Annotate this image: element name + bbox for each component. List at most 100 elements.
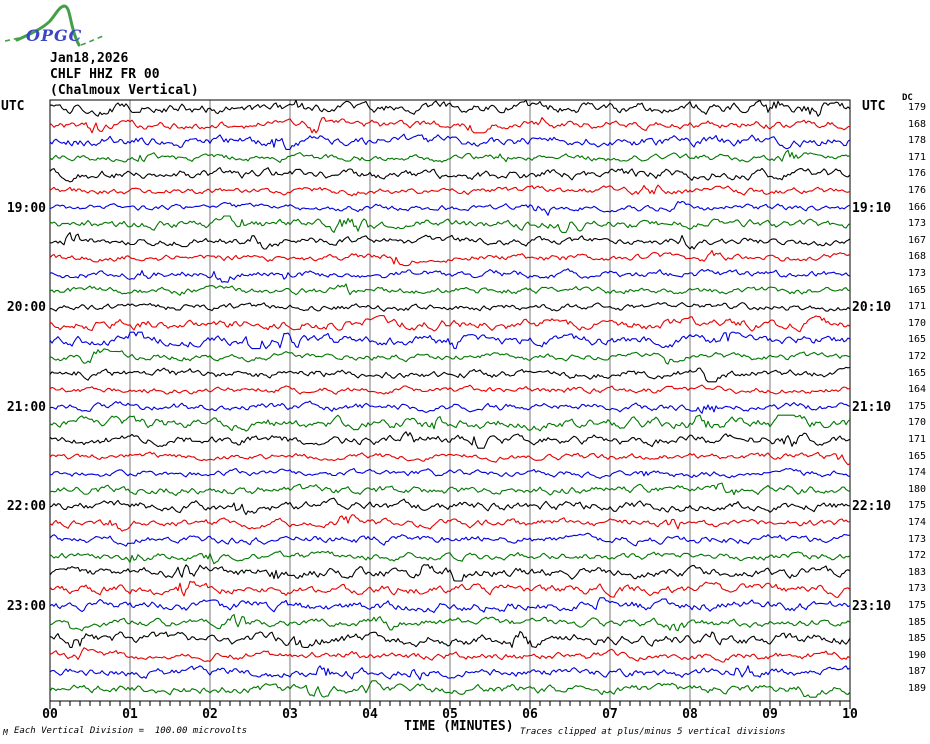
seismic-trace-1820 (49, 133, 851, 150)
dc-value: 168 (907, 118, 926, 130)
left-time-label: 21:00 (6, 399, 46, 415)
dc-value: 189 (907, 683, 926, 694)
seismic-trace-1950 (49, 283, 851, 296)
clip-note: Traces clipped at plus/minus 5 vertical … (520, 727, 786, 737)
seismic-trace-1930 (49, 249, 851, 267)
logo-curve-peak (15, 4, 81, 47)
dc-value: 172 (907, 351, 926, 362)
dc-value: 165 (907, 334, 926, 346)
dc-value: 174 (907, 467, 926, 479)
scale-note: Each Vertical Division = 100.00 microvol… (14, 726, 247, 736)
corner-mark: M (3, 728, 8, 737)
dc-value: 173 (907, 583, 926, 595)
seismic-trace-2020 (49, 331, 851, 350)
seismic-trace-1850 (49, 184, 851, 197)
seismic-trace-2030 (49, 348, 851, 365)
header-date: Jan18,2026 (50, 51, 129, 66)
seismic-trace-2320 (49, 630, 851, 648)
dc-value: 172 (907, 550, 926, 562)
x-tick-label: 08 (682, 707, 698, 722)
seismic-trace-2000 (49, 302, 851, 312)
seismic-trace-2120 (49, 431, 851, 449)
dc-value: 175 (907, 500, 926, 512)
utc-header-right: UTC (862, 99, 886, 114)
dc-value: 190 (907, 649, 926, 661)
seismic-trace-2100 (49, 400, 851, 414)
x-tick-label: 03 (282, 707, 298, 722)
dc-value: 170 (907, 317, 926, 329)
dc-value: 174 (907, 517, 926, 528)
utc-header-left: UTC (1, 99, 25, 114)
x-tick-label: 00 (42, 707, 58, 722)
dc-value: 171 (907, 301, 926, 313)
seismic-trace-2250 (49, 580, 851, 598)
header-station-code: CHLF HHZ FR 00 (50, 67, 160, 82)
seismic-trace-2050 (49, 384, 851, 395)
seismic-trace-2340 (49, 665, 851, 681)
x-axis-title: TIME (MINUTES) (404, 719, 514, 734)
dc-value: 175 (907, 400, 926, 412)
seismic-trace-1800 (49, 99, 851, 117)
dc-value: 173 (907, 218, 926, 230)
dc-value: 164 (907, 384, 926, 396)
dc-value: 179 (907, 102, 926, 113)
left-time-label: 23:00 (6, 599, 46, 614)
dc-value: 185 (907, 616, 926, 628)
seismic-trace-2330 (49, 647, 851, 663)
right-time-label: 23:10 (852, 599, 892, 614)
left-time-label: 19:00 (6, 200, 46, 216)
dc-value: 183 (907, 566, 926, 578)
dc-value: 178 (907, 135, 926, 147)
opgc-logo (4, 4, 107, 47)
plot-header: Jan18,2026 CHLF HHZ FR 00 (Chalmoux Vert… (50, 51, 199, 99)
seismic-trace-1900 (49, 200, 851, 216)
x-tick-label: 09 (762, 707, 778, 722)
seismic-trace-2240 (49, 564, 851, 582)
left-time-label: 20:00 (6, 300, 46, 316)
right-time-label: 22:10 (852, 499, 892, 515)
dc-value: 168 (907, 251, 926, 263)
right-time-label: 20:10 (852, 300, 892, 316)
seismic-trace-2230 (49, 550, 851, 565)
dc-value: 166 (907, 201, 926, 213)
x-tick-label: 07 (602, 707, 618, 722)
seismic-trace-2140 (49, 467, 851, 479)
header-station-name: (Chalmoux Vertical) (50, 83, 199, 98)
x-tick-label: 05 (442, 707, 458, 722)
dc-value: 173 (907, 533, 926, 545)
seismic-trace-1910 (49, 215, 851, 233)
seismic-trace-2150 (49, 482, 851, 497)
seismic-trace-2200 (49, 497, 851, 516)
dc-value: 170 (907, 417, 926, 429)
dc-value: 185 (907, 633, 926, 645)
left-time-label: 22:00 (6, 499, 46, 515)
x-tick-label: 06 (522, 707, 538, 722)
seismic-trace-1940 (49, 268, 851, 283)
seismic-trace-1840 (49, 167, 851, 183)
dc-value: 171 (907, 434, 926, 445)
seismic-trace-2130 (49, 451, 851, 466)
seismic-trace-2210 (49, 514, 851, 532)
dc-value: 165 (907, 450, 926, 462)
x-tick-label: 04 (362, 707, 378, 722)
x-tick-label: 10 (842, 707, 858, 722)
dc-value: 180 (907, 483, 926, 495)
x-tick-label: 01 (122, 707, 138, 722)
dc-value: 167 (907, 234, 926, 246)
x-tick-label: 02 (202, 707, 218, 722)
seismic-trace-2220 (49, 532, 851, 547)
dc-value: 187 (907, 666, 926, 678)
seismic-trace-1810 (49, 116, 851, 134)
logo-curve-right-dash (80, 34, 107, 46)
dc-value: 165 (907, 367, 926, 379)
dc-value: 176 (907, 185, 926, 196)
opgc-logo-text: OPGC (26, 26, 83, 45)
seismic-trace-2040 (49, 366, 851, 383)
seismic-trace-2310 (49, 613, 851, 632)
right-time-label: 21:10 (852, 399, 892, 415)
dc-column-header: DC (902, 93, 913, 103)
dc-value: 173 (907, 268, 926, 279)
dc-value: 176 (907, 168, 926, 180)
